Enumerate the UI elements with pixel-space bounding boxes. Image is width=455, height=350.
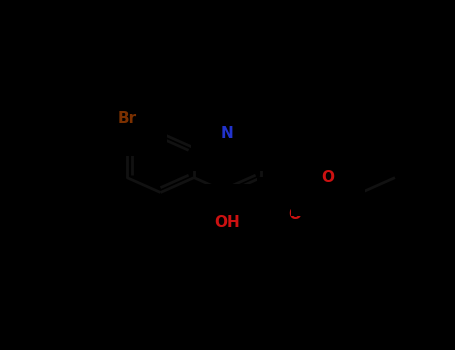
Text: O: O xyxy=(288,207,301,222)
Text: Br: Br xyxy=(117,111,136,126)
Text: N: N xyxy=(221,126,234,140)
Text: OH: OH xyxy=(215,215,240,230)
Text: O: O xyxy=(322,170,334,185)
